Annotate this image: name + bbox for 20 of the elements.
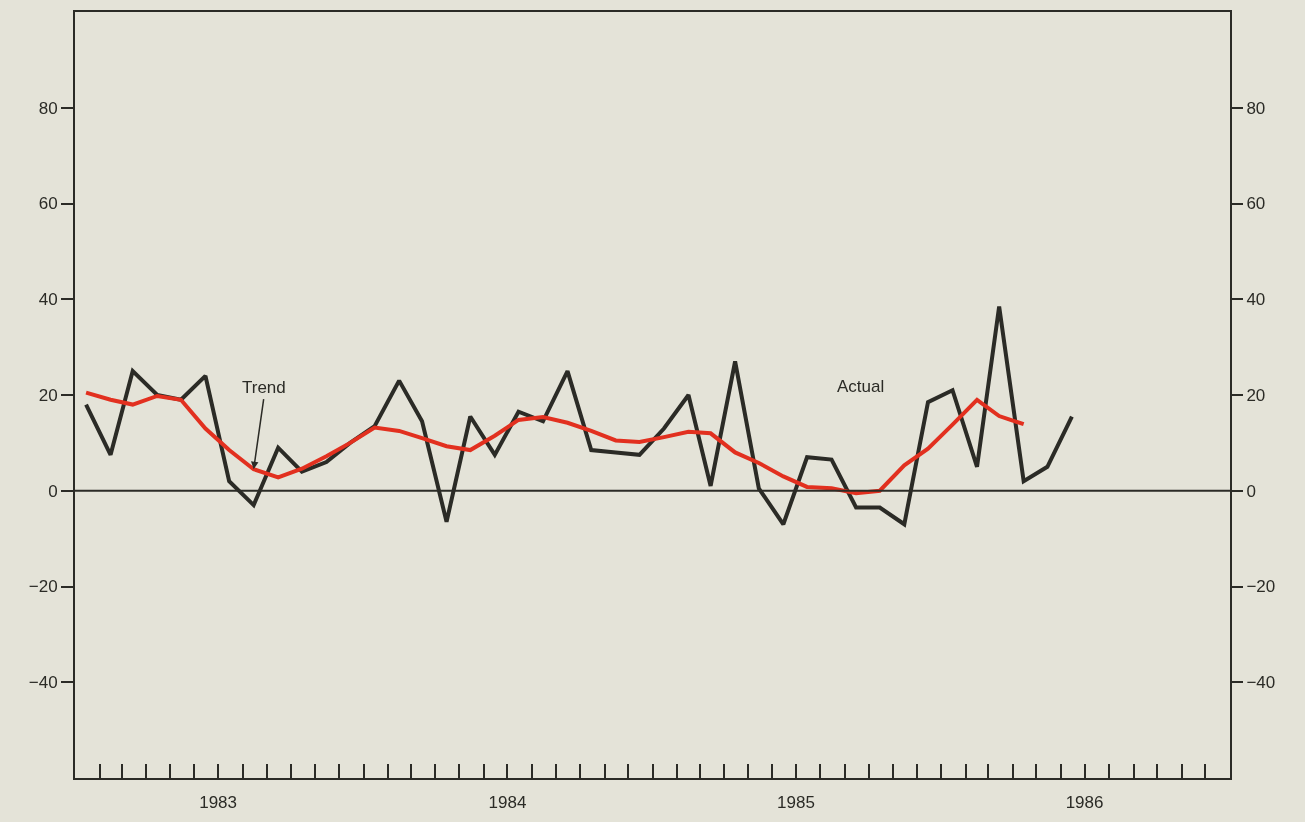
annotation: Trend <box>242 378 286 397</box>
y2-tick-label: 20 <box>1246 385 1266 405</box>
y2-tick-label: 40 <box>1246 290 1266 310</box>
y-tick-label: −40 <box>28 673 58 693</box>
y2-tick-label: −20 <box>1246 577 1276 597</box>
y2-tick-label: 60 <box>1246 194 1266 214</box>
y2-tick-label: −40 <box>1246 673 1276 693</box>
y-tick-label: 20 <box>38 385 58 405</box>
x-tick-label: 1983 <box>199 793 237 813</box>
annotation: Actual <box>837 377 885 396</box>
y-tick-label: 0 <box>48 481 58 501</box>
x-tick-label: 1986 <box>1065 793 1104 813</box>
y2-tick-label: 80 <box>1246 98 1266 118</box>
x-tick-label: 1984 <box>488 793 527 813</box>
y-tick-label: 60 <box>38 194 58 214</box>
y-tick-label: 40 <box>38 290 58 310</box>
x-tick-label: 1985 <box>777 793 815 813</box>
y-tick-label: −20 <box>28 577 58 597</box>
y-tick-label: 80 <box>38 98 58 118</box>
y2-tick-label: 0 <box>1246 481 1256 501</box>
